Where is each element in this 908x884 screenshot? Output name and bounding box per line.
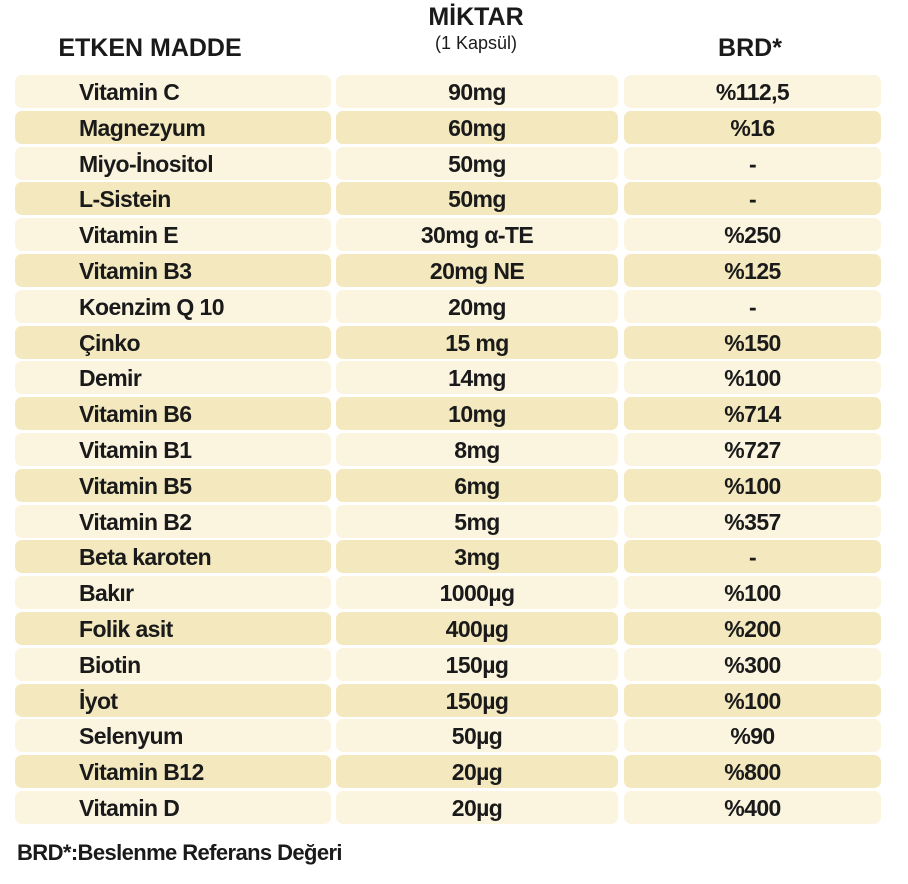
amount-cell: 60mg — [336, 110, 618, 144]
rda-cell: %400 — [624, 790, 881, 824]
table-row: Bakır 1000µg %100 — [15, 576, 881, 610]
table-row: Vitamin E 30mg α-TE %250 — [15, 218, 881, 252]
table-row: Demir 14mg %100 — [15, 361, 881, 395]
ingredient-cell: Vitamin C — [15, 75, 331, 108]
rda-cell: - — [624, 182, 881, 216]
header-rda: BRD* — [718, 34, 782, 62]
ingredient-cell: Magnezyum — [15, 110, 331, 144]
table-row: Vitamin B5 6mg %100 — [15, 468, 881, 502]
amount-cell: 150µg — [336, 683, 618, 717]
ingredient-cell: Koenzim Q 10 — [15, 289, 331, 323]
rda-cell: - — [624, 146, 881, 180]
rda-cell: %100 — [624, 361, 881, 395]
table-row: Vitamin B6 10mg %714 — [15, 397, 881, 431]
rda-cell: %300 — [624, 647, 881, 681]
table-row: Koenzim Q 10 20mg - — [15, 289, 881, 323]
rda-cell: %800 — [624, 755, 881, 789]
rda-cell: %150 — [624, 325, 881, 359]
rda-cell: %112,5 — [624, 75, 881, 108]
table-row: Miyo-İnositol 50mg - — [15, 146, 881, 180]
amount-cell: 10mg — [336, 397, 618, 431]
ingredient-cell: Vitamin B3 — [15, 253, 331, 287]
rda-cell: %100 — [624, 468, 881, 502]
table-row: Vitamin B1 8mg %727 — [15, 432, 881, 466]
ingredient-cell: Vitamin B12 — [15, 755, 331, 789]
amount-cell: 8mg — [336, 432, 618, 466]
ingredient-cell: Bakır — [15, 576, 331, 610]
amount-cell: 5mg — [336, 504, 618, 538]
rda-cell: %200 — [624, 611, 881, 645]
table-row: Beta karoten 3mg - — [15, 540, 881, 574]
amount-cell: 6mg — [336, 468, 618, 502]
ingredient-cell: Miyo-İnositol — [15, 146, 331, 180]
rda-cell: %357 — [624, 504, 881, 538]
table-row: Vitamin B12 20µg %800 — [15, 755, 881, 789]
rda-cell: %100 — [624, 683, 881, 717]
ingredient-cell: Biotin — [15, 647, 331, 681]
amount-cell: 90mg — [336, 75, 618, 108]
table-row: Folik asit 400µg %200 — [15, 611, 881, 645]
ingredient-cell: Vitamin D — [15, 790, 331, 824]
table-row: L-Sistein 50mg - — [15, 182, 881, 216]
rda-cell: %727 — [624, 432, 881, 466]
rda-cell: %90 — [624, 719, 881, 753]
ingredient-cell: İyot — [15, 683, 331, 717]
header-amount: MİKTAR — [428, 3, 524, 31]
footnote: BRD*:Beslenme Referans Değeri — [17, 840, 343, 865]
rda-cell: - — [624, 540, 881, 574]
ingredient-cell: Vitamin B2 — [15, 504, 331, 538]
table-body: Vitamin C 90mg %112,5 Magnezyum 60mg %16 Miyo-… — [15, 75, 881, 827]
header-ingredient: ETKEN MADDE — [58, 34, 242, 62]
table-row: Selenyum 50µg %90 — [15, 719, 881, 753]
amount-cell: 50µg — [336, 719, 618, 753]
amount-cell: 30mg α-TE — [336, 218, 618, 252]
ingredient-cell: Folik asit — [15, 611, 331, 645]
ingredient-cell: Vitamin B1 — [15, 432, 331, 466]
amount-cell: 150µg — [336, 647, 618, 681]
rda-cell: %16 — [624, 110, 881, 144]
amount-cell: 20µg — [336, 790, 618, 824]
table-row: Magnezyum 60mg %16 — [15, 110, 881, 144]
table-row: Vitamin B3 20mg NE %125 — [15, 253, 881, 287]
table-row: Vitamin B2 5mg %357 — [15, 504, 881, 538]
table-row: İyot 150µg %100 — [15, 683, 881, 717]
rda-cell: %250 — [624, 218, 881, 252]
table-row: Vitamin C 90mg %112,5 — [15, 75, 881, 108]
amount-cell: 15 mg — [336, 325, 618, 359]
amount-cell: 3mg — [336, 540, 618, 574]
amount-cell: 400µg — [336, 611, 618, 645]
table-row: Biotin 150µg %300 — [15, 647, 881, 681]
ingredient-cell: Çinko — [15, 325, 331, 359]
amount-cell: 1000µg — [336, 576, 618, 610]
ingredient-cell: Demir — [15, 361, 331, 395]
amount-cell: 50mg — [336, 182, 618, 216]
ingredient-cell: Beta karoten — [15, 540, 331, 574]
ingredient-cell: Vitamin B6 — [15, 397, 331, 431]
header-amount-note: (1 Kapsül) — [434, 33, 518, 53]
amount-cell: 20mg — [336, 289, 618, 323]
rda-cell: - — [624, 289, 881, 323]
table-row: Çinko 15 mg %150 — [15, 325, 881, 359]
amount-cell: 20µg — [336, 755, 618, 789]
ingredient-cell: Vitamin E — [15, 218, 331, 252]
ingredient-cell: Selenyum — [15, 719, 331, 753]
rda-cell: %714 — [624, 397, 881, 431]
amount-cell: 14mg — [336, 361, 618, 395]
ingredient-cell: Vitamin B5 — [15, 468, 331, 502]
ingredient-cell: L-Sistein — [15, 182, 331, 216]
amount-cell: 20mg NE — [336, 253, 618, 287]
rda-cell: %125 — [624, 253, 881, 287]
rda-cell: %100 — [624, 576, 881, 610]
amount-cell: 50mg — [336, 146, 618, 180]
table-row: Vitamin D 20µg %400 — [15, 790, 881, 824]
